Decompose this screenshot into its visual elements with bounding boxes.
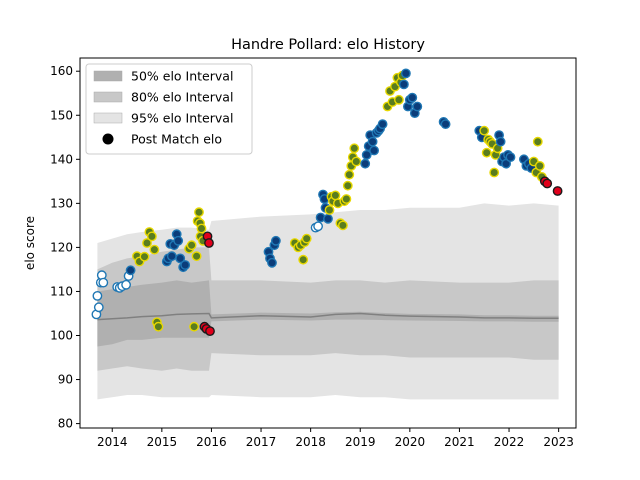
band-80 [97, 247, 559, 371]
data-point [393, 94, 404, 105]
x-tick-label: 2018 [295, 435, 326, 449]
interval-bands [97, 203, 559, 400]
median-line [97, 312, 559, 321]
x-tick-label: 2019 [345, 435, 376, 449]
data-point [180, 260, 191, 270]
data-point [351, 156, 362, 167]
y-tick-label: 90 [58, 373, 73, 387]
data-point [532, 136, 543, 147]
data-point [489, 167, 500, 178]
legend-swatch [93, 91, 123, 103]
legend-swatch [93, 70, 123, 82]
x-tick-label: 2015 [147, 435, 178, 449]
x-tick-label: 2016 [196, 435, 227, 449]
legend-box [85, 63, 253, 155]
x-tick-label: 2023 [543, 435, 574, 449]
data-point [166, 251, 177, 262]
y-tick-label: 120 [50, 240, 73, 254]
data-point [360, 158, 371, 169]
y-tick-label: 140 [50, 152, 73, 166]
data-point [377, 119, 388, 130]
legend-items: 50% elo Interval 80% elo Interval 95% elo … [93, 69, 233, 147]
data-point [398, 79, 409, 90]
data-point [175, 253, 186, 264]
axes-frame [79, 57, 577, 429]
data-point [342, 180, 353, 191]
data-point [189, 321, 200, 332]
data-point [121, 279, 132, 290]
data-point [324, 205, 335, 215]
data-point [440, 119, 451, 130]
y-tick-label: 110 [50, 284, 73, 298]
y-tick-label: 80 [58, 417, 73, 431]
data-point [505, 152, 516, 163]
legend-label: Post Match elo [131, 132, 222, 147]
data-point [501, 158, 511, 169]
data-point [367, 136, 378, 147]
data-point [153, 321, 164, 332]
x-axis-ticks: 2014 2015 2016 2017 2018 2019 2020 2021 2022 2023 [97, 428, 574, 449]
data-point [139, 251, 150, 262]
data-point [186, 240, 197, 251]
data-point [142, 238, 152, 248]
data-point [194, 207, 204, 218]
data-point [330, 190, 341, 201]
data-point [205, 326, 215, 336]
y-tick-label: 100 [50, 329, 73, 343]
data-point [191, 251, 202, 262]
plot-area [91, 68, 563, 400]
data-point [298, 254, 309, 265]
data-point [125, 265, 136, 276]
data-point [552, 186, 563, 196]
legend-label: 80% elo Interval [131, 90, 233, 105]
legend-swatch [93, 112, 123, 124]
data-point [149, 244, 160, 255]
data-point [270, 235, 281, 246]
y-axis-label: elo score [23, 216, 37, 270]
data-point [267, 257, 277, 268]
data-point [344, 169, 355, 180]
band-50 [97, 280, 559, 347]
data-point [412, 101, 423, 112]
data-point [92, 290, 103, 301]
chart-legend: 50% elo Interval 80% elo Interval 95% elo … [85, 63, 253, 155]
data-point [407, 92, 418, 103]
data-point [542, 178, 553, 189]
chart-title: Handre Pollard: elo History [231, 37, 425, 53]
data-point [313, 221, 323, 232]
x-tick-label: 2020 [395, 435, 426, 449]
data-point [93, 302, 104, 313]
data-point [534, 160, 545, 171]
data-point [204, 238, 214, 248]
data-point [323, 213, 333, 224]
x-tick-label: 2014 [97, 435, 128, 449]
post-match-points [91, 68, 563, 336]
data-point [369, 145, 379, 156]
data-point [341, 194, 352, 204]
x-tick-label: 2022 [494, 435, 525, 449]
y-tick-label: 160 [50, 64, 73, 78]
data-point [173, 235, 184, 246]
legend-dot [102, 133, 114, 145]
data-point [400, 68, 411, 79]
data-point [301, 233, 312, 244]
y-axis-ticks: 80 90 100 110 120 130 140 150 160 [50, 64, 80, 431]
data-point [495, 136, 506, 147]
x-tick-label: 2017 [246, 435, 277, 449]
legend-label: 50% elo Interval [131, 69, 233, 84]
y-tick-label: 150 [50, 108, 73, 122]
data-point [361, 149, 372, 160]
data-point [479, 125, 490, 136]
data-point [196, 223, 207, 234]
median-line-layer [97, 312, 559, 321]
data-point [349, 143, 360, 154]
data-point [337, 220, 348, 231]
data-point [481, 147, 492, 158]
data-point [98, 277, 109, 288]
legend-label: 95% elo Interval [131, 111, 233, 126]
y-tick-label: 130 [50, 196, 73, 210]
x-tick-label: 2021 [444, 435, 475, 449]
data-point [146, 231, 157, 242]
